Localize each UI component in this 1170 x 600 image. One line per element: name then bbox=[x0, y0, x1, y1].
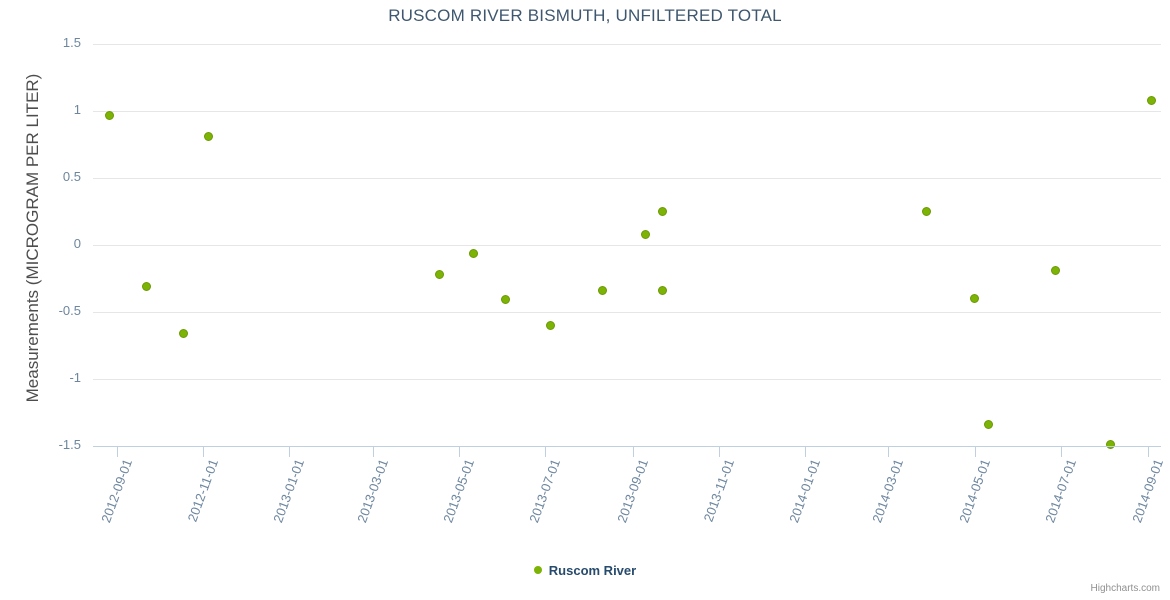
y-axis-tick-label: 0 bbox=[73, 236, 81, 251]
x-axis-tick bbox=[1148, 447, 1150, 457]
x-axis-tick-label: 2013-03-01 bbox=[353, 457, 391, 525]
y-axis-tick-label: -0.5 bbox=[58, 303, 81, 318]
legend-item-label: Ruscom River bbox=[548, 562, 637, 578]
data-point[interactable] bbox=[1105, 440, 1115, 450]
gridline bbox=[93, 178, 1161, 179]
x-axis-tick-label: 2014-07-01 bbox=[1041, 457, 1079, 525]
x-axis-tick bbox=[974, 447, 976, 457]
data-point[interactable] bbox=[984, 420, 994, 430]
data-point[interactable] bbox=[1146, 95, 1156, 105]
y-axis-tick-label: -1 bbox=[69, 370, 81, 385]
data-point[interactable] bbox=[501, 295, 510, 305]
x-axis-tick bbox=[545, 447, 547, 457]
gridline bbox=[93, 44, 1161, 45]
x-axis-tick bbox=[805, 447, 806, 457]
x-axis-line bbox=[93, 446, 1161, 447]
x-axis-tick bbox=[372, 447, 374, 457]
data-point[interactable] bbox=[434, 269, 444, 279]
data-point[interactable] bbox=[178, 328, 188, 338]
x-axis-tick-label: 2013-11-01 bbox=[700, 457, 737, 524]
gridline bbox=[93, 312, 1161, 313]
data-point[interactable] bbox=[970, 294, 980, 304]
y-axis-tick-label: 1 bbox=[73, 102, 81, 117]
highcharts-credits[interactable]: Highcharts.com bbox=[1090, 583, 1160, 594]
x-axis-tick bbox=[632, 447, 634, 457]
x-axis-tick bbox=[289, 447, 291, 457]
chart-title: RUSCOM RIVER BISMUTH, UNFILTERED TOTAL bbox=[388, 6, 782, 25]
data-point[interactable] bbox=[657, 286, 667, 296]
y-axis-tick-label: 1.5 bbox=[62, 35, 81, 50]
data-point[interactable] bbox=[468, 248, 478, 258]
x-axis-tick-label: 2013-07-01 bbox=[526, 457, 564, 525]
x-axis-tick bbox=[718, 447, 720, 457]
x-axis-tick bbox=[888, 447, 890, 457]
chart-legend: Ruscom River bbox=[0, 562, 1170, 578]
legend-item-ruscom-river[interactable]: Ruscom River bbox=[533, 562, 637, 578]
data-point[interactable] bbox=[1050, 265, 1060, 275]
data-point[interactable] bbox=[204, 131, 214, 141]
gridline bbox=[93, 111, 1161, 112]
gridline bbox=[93, 245, 1161, 246]
x-axis-tick-label: 2014-03-01 bbox=[869, 457, 907, 525]
x-axis-tick bbox=[117, 447, 119, 457]
x-axis-tick bbox=[458, 447, 460, 457]
data-point[interactable] bbox=[105, 110, 115, 120]
x-axis-tick-label: 2012-09-01 bbox=[98, 457, 136, 525]
data-point[interactable] bbox=[657, 207, 667, 216]
y-axis-tick-label: 0.5 bbox=[62, 169, 81, 184]
legend-marker-icon bbox=[533, 566, 542, 574]
x-axis-tick-label: 2013-05-01 bbox=[440, 457, 477, 525]
x-axis-tick-label: 2014-01-01 bbox=[786, 457, 824, 525]
data-point[interactable] bbox=[142, 282, 152, 292]
x-axis-tick-label: 2012-11-01 bbox=[184, 457, 222, 524]
y-axis-tick-label: -1.5 bbox=[58, 437, 81, 452]
x-axis-tick bbox=[203, 447, 205, 457]
x-axis-tick-label: 2013-09-01 bbox=[613, 457, 651, 525]
x-axis-tick-label: 2014-05-01 bbox=[955, 457, 993, 525]
data-point[interactable] bbox=[640, 229, 650, 239]
x-axis-tick-label: 2014-09-01 bbox=[1129, 457, 1167, 525]
x-axis-tick-label: 2013-01-01 bbox=[270, 457, 308, 525]
data-point[interactable] bbox=[598, 286, 608, 296]
x-axis-tick bbox=[1060, 447, 1062, 457]
plot-area bbox=[93, 44, 1161, 450]
data-point[interactable] bbox=[546, 320, 556, 330]
gridline bbox=[93, 379, 1161, 380]
data-point[interactable] bbox=[921, 207, 931, 216]
